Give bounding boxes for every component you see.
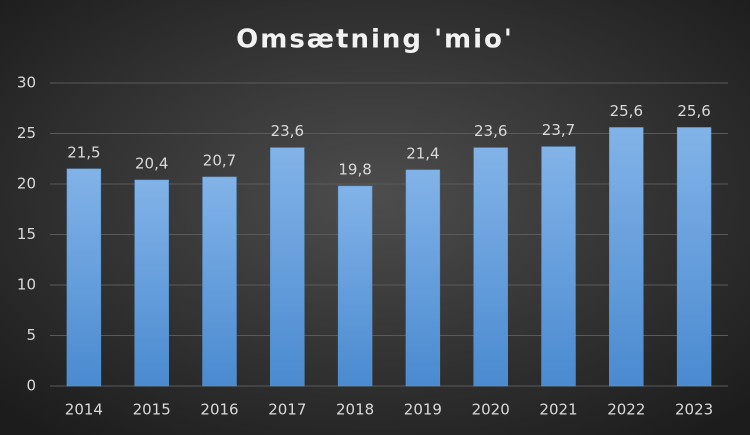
- x-tick-label: 2017: [268, 401, 306, 419]
- bar: [66, 168, 102, 387]
- x-tick-label: 2018: [336, 401, 374, 419]
- bar: [405, 169, 441, 387]
- value-label: 23,7: [542, 121, 575, 139]
- bar: [676, 127, 712, 387]
- x-tick-label: 2016: [200, 401, 238, 419]
- x-tick-label: 2021: [539, 401, 577, 419]
- bar: [541, 146, 576, 387]
- x-tick-label: 2023: [675, 401, 713, 419]
- value-label: 20,4: [135, 154, 168, 172]
- value-label: 21,4: [406, 144, 439, 162]
- bar: [609, 127, 644, 387]
- y-tick-label: 0: [26, 377, 36, 395]
- y-tick-label: 10: [17, 276, 36, 294]
- x-tick-label: 2022: [607, 401, 645, 419]
- x-tick-label: 2014: [65, 401, 103, 419]
- chart-title: Omsætning 'mio': [236, 25, 514, 55]
- y-tick-label: 20: [17, 175, 36, 193]
- value-label: 25,6: [677, 102, 710, 120]
- y-tick-label: 25: [17, 124, 36, 142]
- value-label: 20,7: [203, 151, 236, 169]
- x-tick-label: 2020: [472, 401, 510, 419]
- y-tick-label: 5: [26, 326, 36, 344]
- y-tick-label: 15: [17, 225, 36, 243]
- bar: [202, 176, 237, 387]
- x-tick-label: 2019: [404, 401, 442, 419]
- value-label: 25,6: [610, 102, 643, 120]
- x-tick-label: 2015: [133, 401, 171, 419]
- bar: [270, 147, 305, 387]
- value-label: 23,6: [271, 122, 304, 140]
- bar: [473, 147, 508, 387]
- value-label: 23,6: [474, 122, 507, 140]
- bar: [337, 185, 373, 387]
- bar: [134, 179, 169, 387]
- value-label: 21,5: [67, 143, 100, 161]
- value-label: 19,8: [338, 161, 371, 179]
- y-tick-label: 30: [17, 74, 36, 92]
